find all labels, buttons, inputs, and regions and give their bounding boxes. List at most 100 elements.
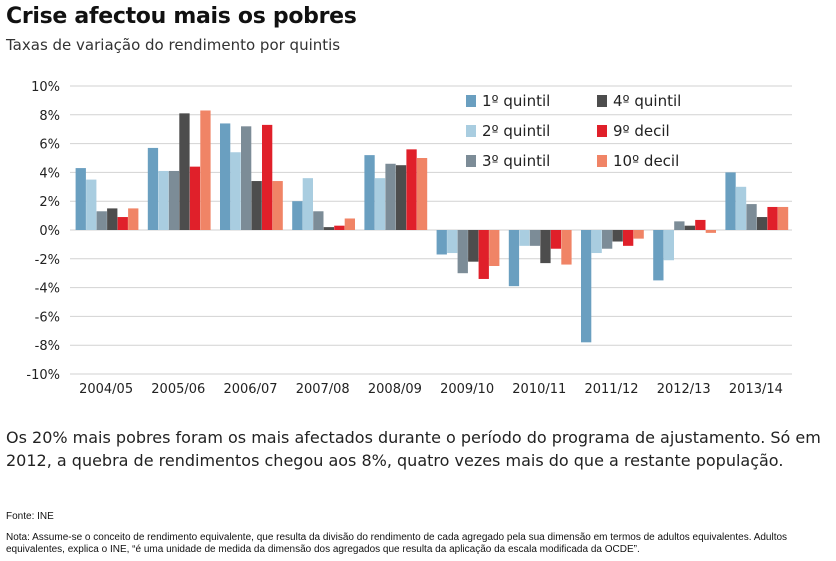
legend-swatch [597, 155, 607, 167]
bar [705, 230, 716, 233]
bar [478, 230, 489, 279]
bar [344, 218, 355, 230]
bar [302, 178, 313, 230]
bar [251, 181, 262, 230]
legend-swatch [597, 125, 607, 137]
bar [262, 124, 273, 230]
bar [220, 123, 231, 230]
methodology-note: Nota: Assume-se o conceito de rendimento… [6, 532, 788, 555]
bar-series [75, 110, 789, 343]
legend-label: 9º decil [613, 122, 670, 140]
legend-label: 2º quintil [482, 122, 550, 140]
source-label: Fonte: INE [6, 511, 54, 522]
bar [168, 170, 180, 230]
y-axis-ticks: 10% 8% 6% 4% 2% 0% -2% -4% -6% -8% -10% [26, 80, 60, 383]
x-tick-label: 2011/12 [584, 382, 638, 397]
legend-swatch [466, 155, 476, 167]
bar [313, 211, 324, 230]
y-tick-label: 4% [39, 166, 60, 181]
bar [189, 166, 201, 230]
bar [591, 230, 602, 254]
bar [767, 206, 778, 230]
legend-swatch [466, 125, 476, 137]
bar [529, 230, 541, 246]
bar [612, 230, 623, 242]
bar [385, 163, 396, 230]
bar [374, 178, 386, 230]
bar [272, 181, 283, 230]
bar [158, 170, 169, 230]
bar [179, 113, 190, 230]
bar [756, 217, 768, 230]
x-tick-label: 2013/14 [729, 382, 783, 397]
bar [684, 225, 695, 230]
bar [674, 221, 685, 230]
x-tick-label: 2006/07 [223, 382, 277, 397]
bar [540, 230, 551, 264]
legend-label: 3º quintil [482, 152, 550, 170]
y-tick-label: 0% [39, 224, 60, 239]
legend-label: 4º quintil [613, 92, 681, 110]
y-tick-label: 10% [31, 80, 60, 95]
bar [230, 152, 241, 230]
bar [96, 211, 107, 230]
bar [602, 230, 613, 249]
bar [777, 206, 789, 230]
y-tick-label: 8% [39, 109, 60, 124]
x-tick-label: 2010/11 [512, 382, 566, 397]
bar [292, 201, 303, 230]
x-tick-label: 2008/09 [368, 382, 422, 397]
bar [395, 165, 407, 230]
bar [457, 230, 468, 274]
bar [633, 230, 644, 239]
bar [581, 230, 592, 343]
x-axis-ticks: 2004/05 2005/06 2006/07 2007/08 2008/09 2009/… [79, 382, 783, 397]
legend-label: 10º decil [613, 152, 679, 170]
bar [364, 155, 375, 230]
bar [653, 230, 664, 281]
bar [623, 230, 634, 246]
bar-chart: 10%8%6%4%2%0%-2%-4%-6%-8%-10% 2004/05 200… [26, 80, 792, 397]
bar [241, 126, 252, 230]
x-tick-label: 2004/05 [79, 382, 133, 397]
bar [508, 230, 520, 287]
bar [117, 217, 128, 230]
chart-subtitle: Taxas de variação do rendimento por quin… [6, 36, 341, 54]
bar [550, 230, 562, 249]
bar [746, 204, 757, 230]
bar [128, 208, 139, 230]
x-tick-label: 2007/08 [296, 382, 350, 397]
bar [323, 227, 334, 230]
bar [416, 158, 428, 230]
bar [519, 230, 530, 246]
bar [468, 230, 479, 262]
bar [663, 230, 674, 261]
chart-title: Crise afectou mais os pobres [6, 4, 357, 29]
y-tick-label: -4% [35, 282, 60, 297]
y-tick-label: -10% [26, 368, 60, 383]
bar [447, 230, 458, 254]
legend-label: 1º quintil [482, 92, 550, 110]
y-tick-label: -2% [35, 253, 60, 268]
bar [725, 172, 736, 230]
description-text: Os 20% mais pobres foram os mais afectad… [6, 428, 821, 470]
bar [334, 225, 345, 230]
x-tick-label: 2005/06 [151, 382, 205, 397]
x-tick-label: 2009/10 [440, 382, 494, 397]
y-tick-label: 6% [39, 138, 60, 153]
legend: 1º quintil 4º quintil 2º quintil 9º decil 3º… [466, 92, 681, 170]
y-tick-label: -8% [35, 339, 60, 354]
bar [406, 149, 417, 230]
bar [107, 208, 118, 230]
bar [200, 110, 211, 230]
x-tick-label: 2012/13 [657, 382, 711, 397]
bar [147, 147, 159, 230]
bar [75, 168, 86, 230]
y-tick-label: 2% [39, 195, 60, 210]
y-tick-label: -6% [35, 310, 60, 325]
bar [735, 186, 747, 230]
bar [561, 230, 572, 265]
bar [489, 230, 500, 266]
legend-swatch [597, 95, 607, 107]
bar [86, 179, 97, 230]
